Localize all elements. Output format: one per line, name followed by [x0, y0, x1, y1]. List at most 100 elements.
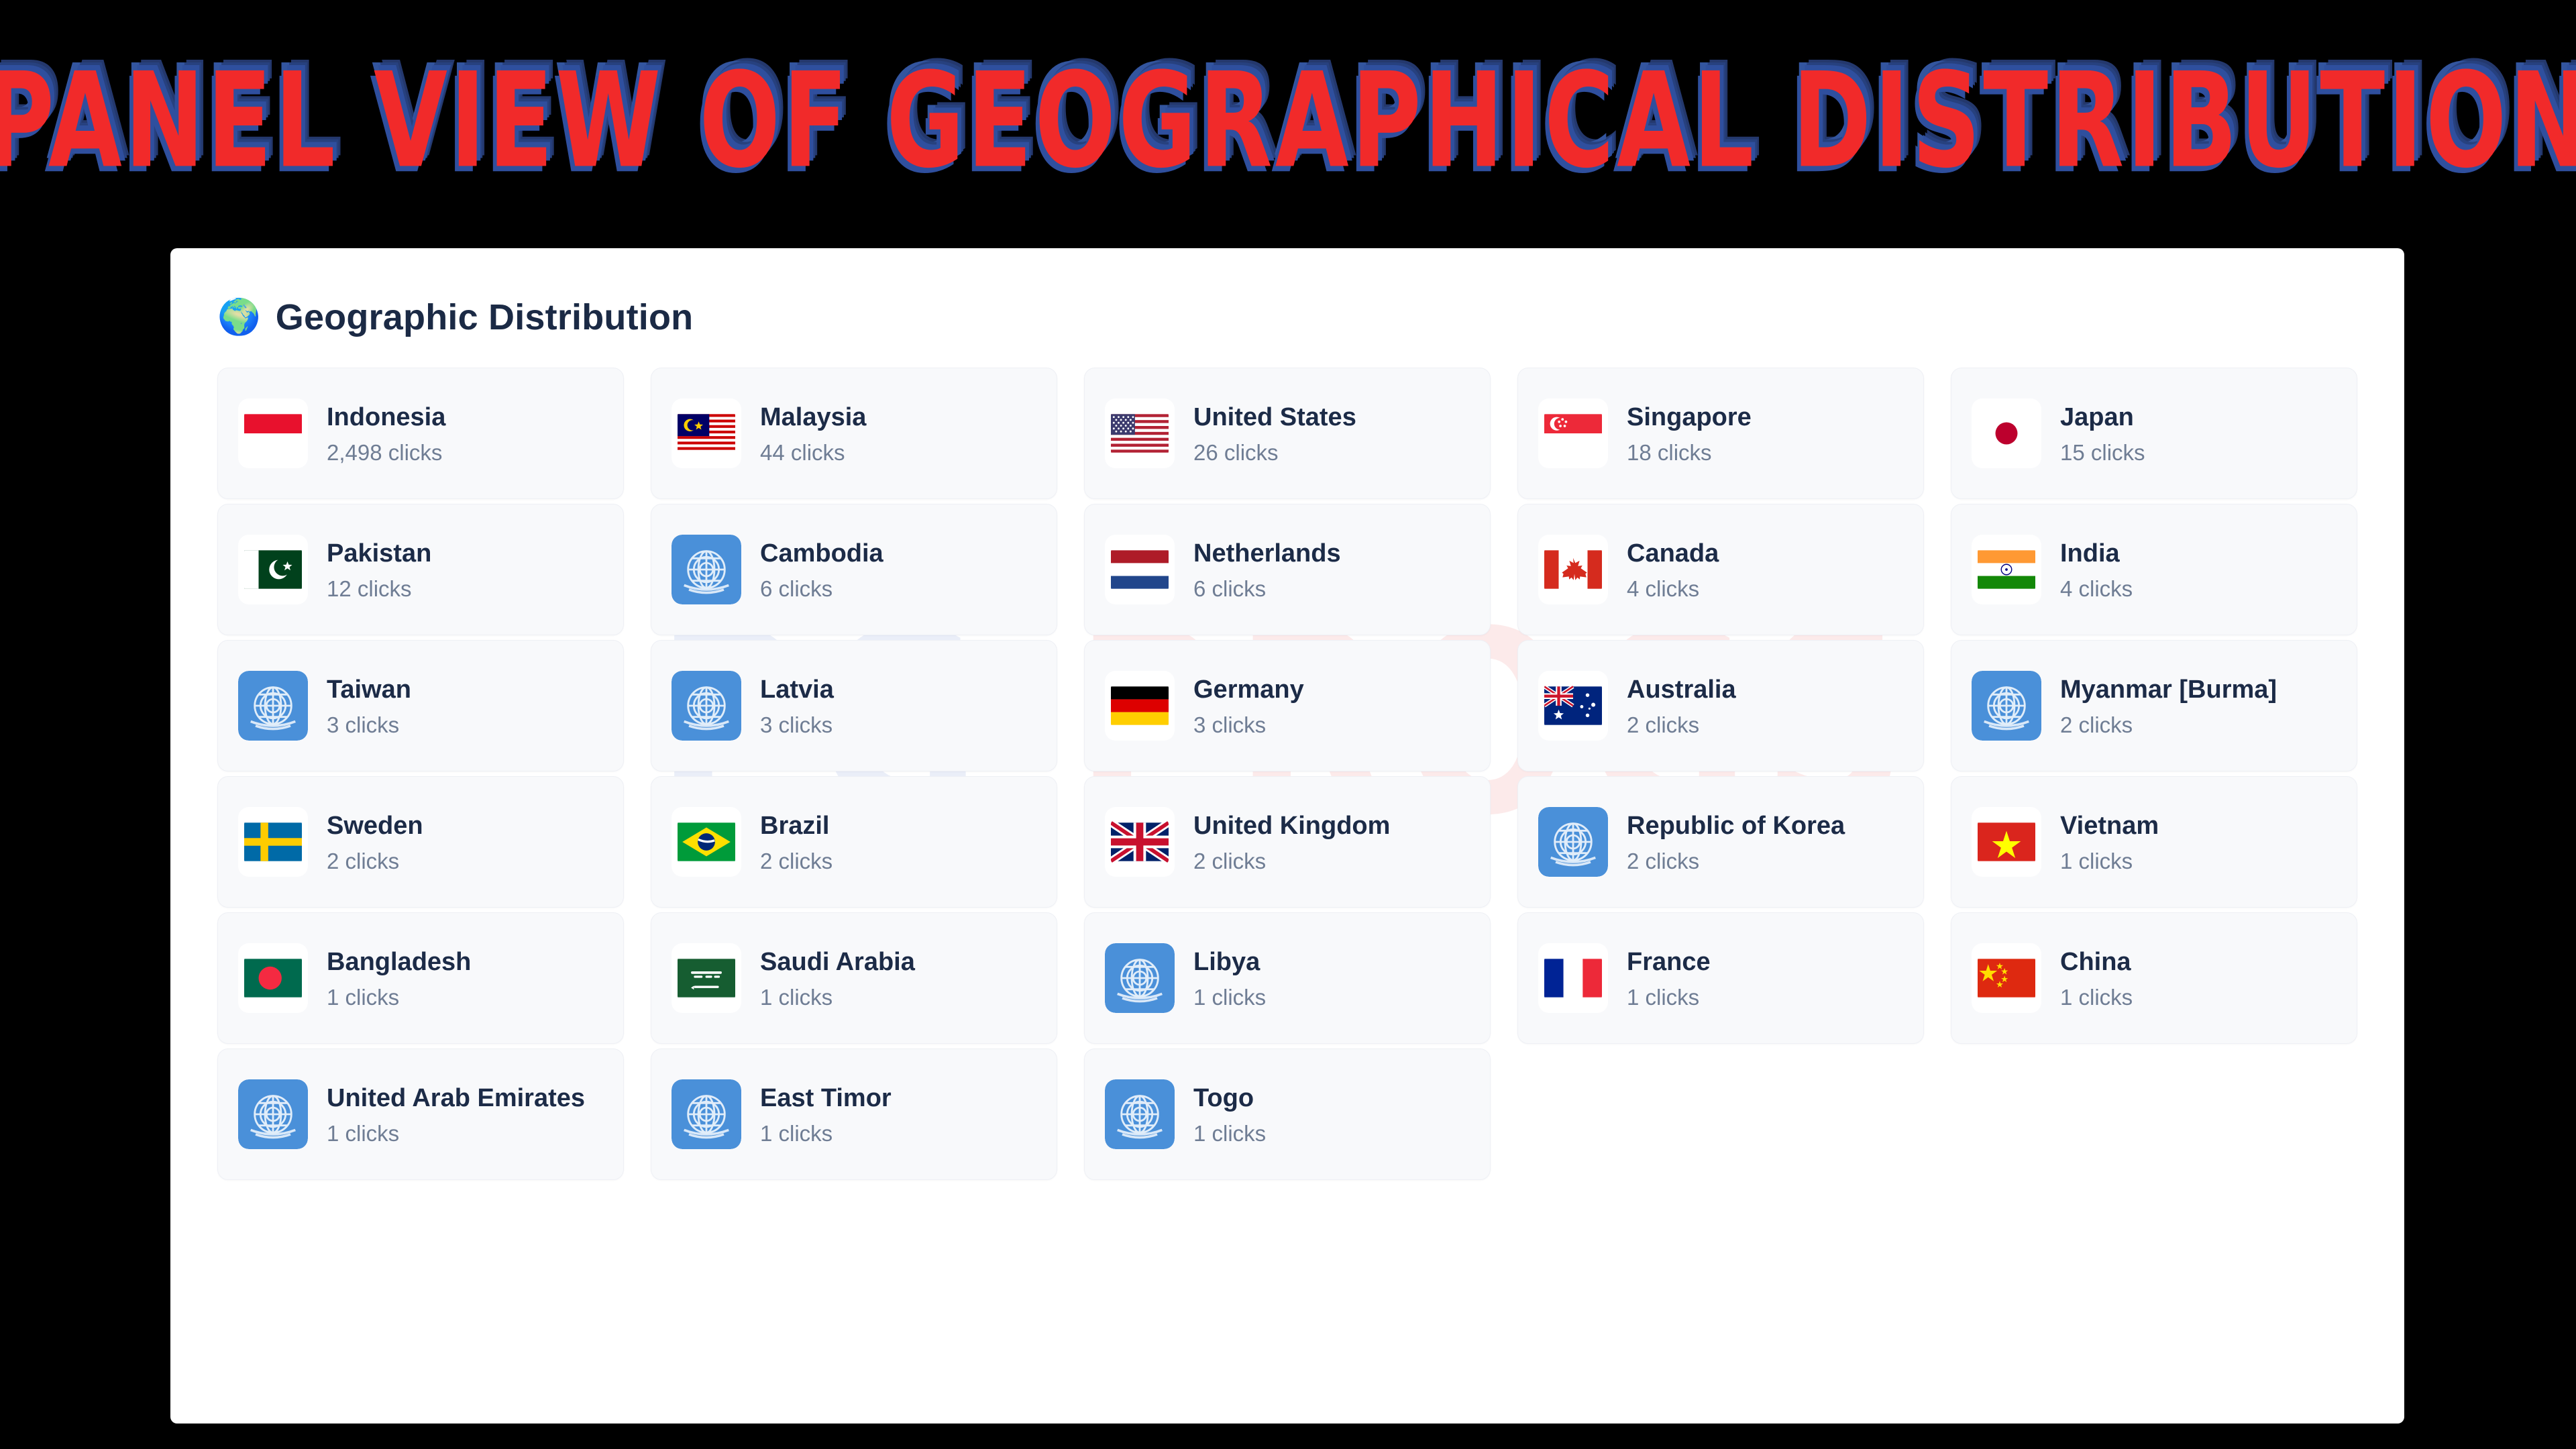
country-card[interactable]: China 1 clicks: [1951, 912, 2357, 1044]
country-card[interactable]: United Kingdom 2 clicks: [1084, 776, 1491, 908]
country-name: United States: [1193, 402, 1356, 431]
country-card[interactable]: Latvia 3 clicks: [651, 640, 1057, 771]
country-name: United Arab Emirates: [327, 1083, 586, 1112]
indonesia-flag: [238, 398, 308, 468]
click-count: 26 clicks: [1193, 440, 1279, 466]
country-name: Republic of Korea: [1627, 811, 1845, 840]
country-card-text: Latvia 3 clicks: [760, 674, 834, 738]
country-card[interactable]: East Timor 1 clicks: [651, 1049, 1057, 1180]
netherlands-flag: [1105, 535, 1175, 604]
country-name: United Kingdom: [1193, 811, 1391, 840]
geographic-distribution-panel: PG PROGS 🌍 Geographic Distribution Indon…: [170, 248, 2404, 1424]
country-card-text: Japan 15 clicks: [2060, 402, 2145, 466]
malaysia-flag: [672, 398, 741, 468]
country-name: Togo: [1193, 1083, 1254, 1112]
click-count: 1 clicks: [760, 985, 833, 1010]
country-card[interactable]: Saudi Arabia 1 clicks: [651, 912, 1057, 1044]
country-card[interactable]: Cambodia 6 clicks: [651, 504, 1057, 635]
country-card[interactable]: Republic of Korea 2 clicks: [1517, 776, 1924, 908]
country-card-text: China 1 clicks: [2060, 947, 2133, 1010]
click-count: 1 clicks: [327, 1121, 400, 1146]
country-card-text: India 4 clicks: [2060, 538, 2133, 602]
click-count: 6 clicks: [760, 576, 833, 602]
country-name: Libya: [1193, 947, 1260, 976]
country-card[interactable]: Bangladesh 1 clicks: [217, 912, 624, 1044]
country-card-text: Canada 4 clicks: [1627, 538, 1719, 602]
country-name: Indonesia: [327, 402, 446, 431]
click-count: 3 clicks: [760, 712, 833, 738]
country-name: India: [2060, 539, 2120, 568]
click-count: 1 clicks: [327, 985, 400, 1010]
page-title: Geographic Distribution: [275, 297, 694, 337]
country-card[interactable]: Togo 1 clicks: [1084, 1049, 1491, 1180]
country-card[interactable]: Malaysia 44 clicks: [651, 368, 1057, 499]
click-count: 1 clicks: [1193, 1121, 1267, 1146]
country-card[interactable]: Vietnam 1 clicks: [1951, 776, 2357, 908]
country-card-text: Australia 2 clicks: [1627, 674, 1736, 738]
un-flag: [1105, 943, 1175, 1013]
country-card[interactable]: Netherlands 6 clicks: [1084, 504, 1491, 635]
click-count: 2 clicks: [1627, 712, 1700, 738]
country-card[interactable]: Canada 4 clicks: [1517, 504, 1924, 635]
country-card[interactable]: Brazil 2 clicks: [651, 776, 1057, 908]
country-card-text: Myanmar [Burma] 2 clicks: [2060, 674, 2277, 738]
country-card[interactable]: United Arab Emirates 1 clicks: [217, 1049, 624, 1180]
country-card[interactable]: Germany 3 clicks: [1084, 640, 1491, 771]
bangladesh-flag: [238, 943, 308, 1013]
country-name: Cambodia: [760, 539, 883, 568]
country-name: Canada: [1627, 539, 1719, 568]
country-card[interactable]: Indonesia 2,498 clicks: [217, 368, 624, 499]
banner-title: PANEL VIEW OF GEOGRAPHICAL DISTRIBUTION: [0, 44, 2576, 197]
click-count: 1 clicks: [2060, 985, 2133, 1010]
un-flag: [672, 671, 741, 741]
country-card-text: France 1 clicks: [1627, 947, 1711, 1010]
panel-header: 🌍 Geographic Distribution: [217, 297, 693, 338]
click-count: 4 clicks: [2060, 576, 2133, 602]
country-name: Myanmar [Burma]: [2060, 675, 2277, 704]
country-card[interactable]: Taiwan 3 clicks: [217, 640, 624, 771]
country-card-text: Netherlands 6 clicks: [1193, 538, 1341, 602]
click-count: 3 clicks: [1193, 712, 1267, 738]
country-card-text: Germany 3 clicks: [1193, 674, 1304, 738]
country-card-text: United States 26 clicks: [1193, 402, 1356, 466]
click-count: 1 clicks: [2060, 849, 2133, 874]
country-card[interactable]: Singapore 18 clicks: [1517, 368, 1924, 499]
country-card[interactable]: Japan 15 clicks: [1951, 368, 2357, 499]
sweden-flag: [238, 807, 308, 877]
click-count: 18 clicks: [1627, 440, 1712, 466]
country-card[interactable]: France 1 clicks: [1517, 912, 1924, 1044]
saudi-arabia-flag: [672, 943, 741, 1013]
country-card[interactable]: Australia 2 clicks: [1517, 640, 1924, 771]
country-card[interactable]: Sweden 2 clicks: [217, 776, 624, 908]
country-name: Bangladesh: [327, 947, 472, 976]
united-kingdom-flag: [1105, 807, 1175, 877]
singapore-flag: [1538, 398, 1608, 468]
country-card-text: Bangladesh 1 clicks: [327, 947, 471, 1010]
country-name: Taiwan: [327, 675, 411, 704]
country-card-text: Indonesia 2,498 clicks: [327, 402, 445, 466]
country-grid: Indonesia 2,498 clicks Malaysia 44 clicks Un…: [217, 368, 2357, 1180]
country-card[interactable]: Pakistan 12 clicks: [217, 504, 624, 635]
country-name: China: [2060, 947, 2131, 976]
country-card-text: Togo 1 clicks: [1193, 1083, 1266, 1146]
country-name: Malaysia: [760, 402, 867, 431]
country-card-text: United Kingdom 2 clicks: [1193, 810, 1390, 874]
country-name: Germany: [1193, 675, 1304, 704]
country-name: Latvia: [760, 675, 834, 704]
click-count: 2 clicks: [760, 849, 833, 874]
country-card[interactable]: Libya 1 clicks: [1084, 912, 1491, 1044]
click-count: 12 clicks: [327, 576, 412, 602]
un-flag: [1105, 1079, 1175, 1149]
country-name: Netherlands: [1193, 539, 1341, 568]
country-card-text: Vietnam 1 clicks: [2060, 810, 2159, 874]
country-card[interactable]: United States 26 clicks: [1084, 368, 1491, 499]
germany-flag: [1105, 671, 1175, 741]
click-count: 44 clicks: [760, 440, 845, 466]
country-card[interactable]: Myanmar [Burma] 2 clicks: [1951, 640, 2357, 771]
france-flag: [1538, 943, 1608, 1013]
click-count: 1 clicks: [760, 1121, 833, 1146]
country-card-text: Republic of Korea 2 clicks: [1627, 810, 1845, 874]
country-card[interactable]: India 4 clicks: [1951, 504, 2357, 635]
country-name: Pakistan: [327, 539, 432, 568]
